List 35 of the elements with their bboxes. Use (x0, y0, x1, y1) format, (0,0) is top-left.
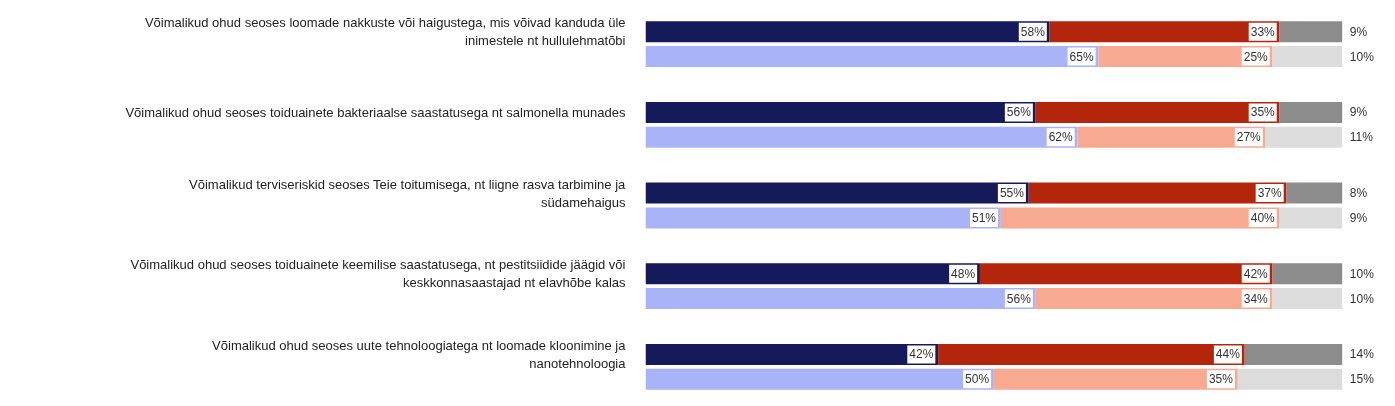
data-label: 35% (1250, 105, 1276, 120)
data-label: 55% (999, 186, 1025, 201)
y-tick-label: Võimalikud ohud seoses toiduainete keemilise saastatusega, nt pestitsiidide jäägid või keskkonnasaastajad nt elavhõbe kalas (130, 257, 626, 291)
data-label: 37% (1257, 186, 1283, 201)
data-label: 11% (1349, 130, 1374, 145)
data-label: 40% (1250, 210, 1276, 225)
data-label: 42% (1243, 266, 1269, 281)
data-label: 48% (951, 266, 976, 281)
data-label: 9% (1349, 24, 1368, 39)
data-label: 9% (1349, 210, 1368, 225)
data-label: 51% (972, 210, 997, 225)
y-tick-label: Võimalikud ohud seoses uute tehnoloogiatega nt loomade kloonimine ja nanotehnoloogia (212, 337, 627, 371)
data-label: 56% (1006, 291, 1032, 306)
data-label: 8% (1349, 186, 1368, 201)
data-label: 44% (1215, 347, 1241, 362)
data-label: 14% (1349, 347, 1375, 362)
data-label: 10% (1349, 49, 1375, 64)
data-label: 10% (1349, 266, 1375, 281)
y-tick-label: Võimalikud terviseriskid seoses Teie toitumisega, nt liigne rasva tarbimine ja südamehaigus (189, 176, 627, 210)
data-label: 27% (1236, 130, 1262, 145)
data-label: 50% (965, 372, 990, 387)
data-label: 34% (1243, 291, 1269, 306)
data-label: 25% (1243, 49, 1269, 64)
data-label: 42% (909, 347, 934, 362)
data-label: 9% (1349, 105, 1368, 120)
y-tick-label: Võimalikud ohud seoses toiduainete bakteriaalse saastatusega nt salmonella munades (125, 104, 626, 120)
data-label: 10% (1349, 291, 1375, 306)
data-label: 15% (1349, 372, 1375, 387)
data-label: 62% (1048, 130, 1074, 145)
data-label: 33% (1250, 24, 1276, 39)
data-label: 58% (1020, 24, 1046, 39)
y-tick-label: Võimalikud ohud seoses loomade nakkuste või haigustega, mis võivad kanduda üle inimestele nt hullulehmatõbi (144, 15, 626, 49)
data-label: 65% (1069, 49, 1094, 64)
data-label: 35% (1208, 372, 1234, 387)
data-label: 56% (1006, 105, 1032, 120)
